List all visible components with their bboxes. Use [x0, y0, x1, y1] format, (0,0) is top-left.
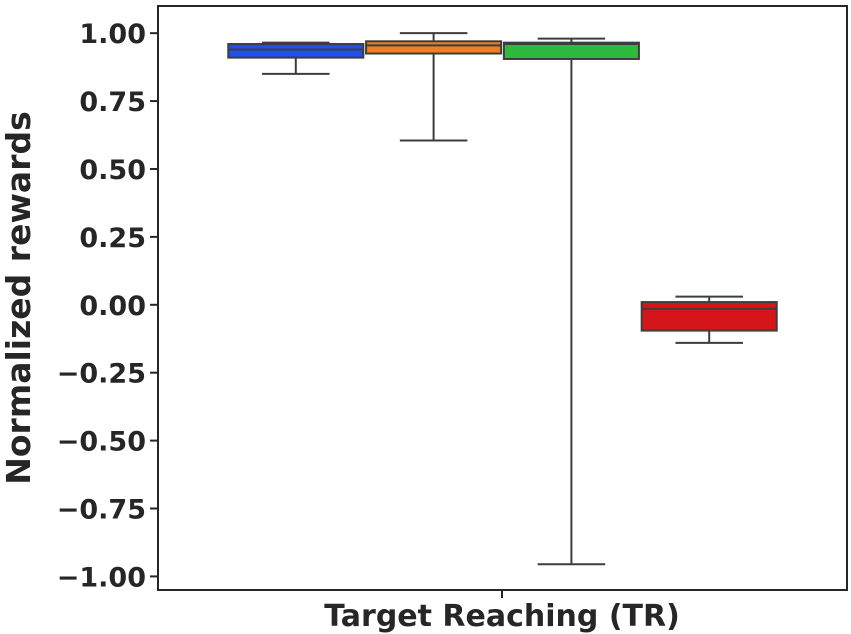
iqr-box: [227, 43, 365, 59]
x-category-label: Target Reaching (TR): [324, 599, 680, 634]
y-axis-label: Normalized rewards: [0, 111, 38, 485]
y-tick-label: 0.50: [79, 155, 146, 186]
y-tick-label: −0.75: [57, 495, 146, 526]
iqr-box: [502, 41, 640, 60]
y-tick-label: 0.75: [79, 87, 146, 118]
y-tick-label: 0.00: [79, 291, 146, 322]
iqr-box: [640, 301, 778, 332]
y-tick-label: −0.50: [57, 427, 146, 458]
y-tick-label: 0.25: [79, 223, 146, 254]
plot-area: [157, 5, 848, 591]
box-series: [227, 32, 778, 566]
box-1: [227, 41, 365, 75]
box-4: [640, 295, 778, 344]
y-axis-ticks: 1.00 0.75 0.50 0.25 0.00 −0.25 −0.50 −0.75 −1.00: [57, 19, 158, 593]
box-3: [502, 37, 640, 566]
y-tick-label: 1.00: [79, 19, 146, 50]
y-tick-label: −1.00: [57, 562, 146, 593]
iqr-box: [365, 40, 503, 55]
box-2: [365, 32, 503, 142]
y-tick-label: −0.25: [57, 359, 146, 390]
